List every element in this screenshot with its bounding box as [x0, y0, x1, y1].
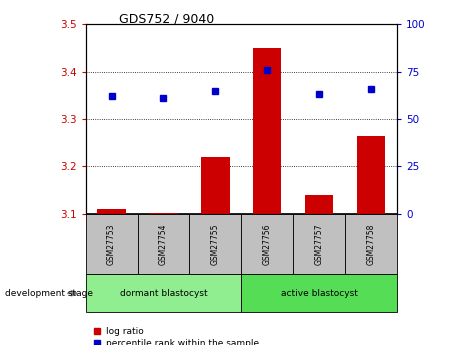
Text: GDS752 / 9040: GDS752 / 9040 — [119, 12, 215, 25]
Text: log ratio: log ratio — [106, 327, 144, 336]
Bar — [357, 136, 385, 214]
Text: GSM27757: GSM27757 — [315, 223, 323, 265]
Bar — [149, 213, 178, 214]
Bar — [241, 214, 293, 274]
Text: dormant blastocyst: dormant blastocyst — [120, 289, 207, 298]
Text: GSM27754: GSM27754 — [159, 223, 168, 265]
Bar — [97, 209, 126, 214]
Bar — [138, 214, 189, 274]
Bar — [86, 274, 241, 312]
Bar — [253, 48, 281, 214]
Bar — [241, 274, 397, 312]
Bar — [293, 214, 345, 274]
Text: active blastocyst: active blastocyst — [281, 289, 358, 298]
Bar — [305, 195, 333, 214]
Bar — [189, 214, 241, 274]
Bar — [201, 157, 230, 214]
Text: percentile rank within the sample: percentile rank within the sample — [106, 339, 259, 345]
Bar — [86, 214, 138, 274]
Text: GSM27755: GSM27755 — [211, 223, 220, 265]
Text: GSM27753: GSM27753 — [107, 223, 116, 265]
Bar — [345, 214, 397, 274]
Text: GSM27758: GSM27758 — [367, 224, 375, 265]
Text: GSM27756: GSM27756 — [263, 223, 272, 265]
Text: development stage: development stage — [5, 289, 92, 298]
